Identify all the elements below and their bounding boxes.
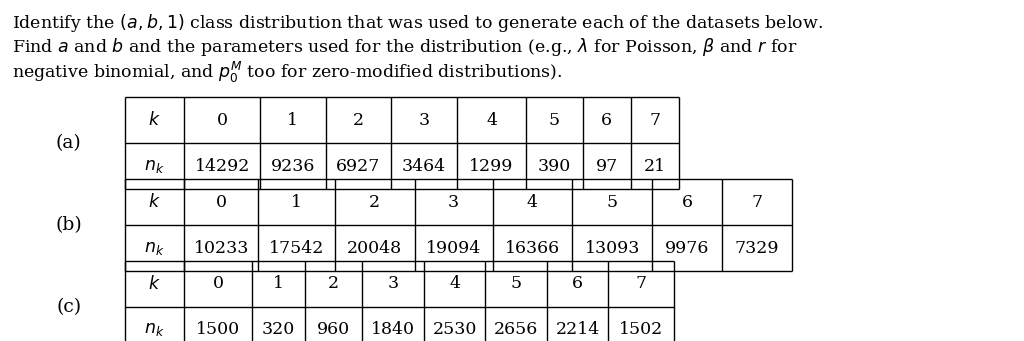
Text: 1500: 1500 <box>196 322 241 338</box>
Text: 390: 390 <box>538 158 571 175</box>
Text: $k$: $k$ <box>148 111 161 129</box>
Text: 2: 2 <box>353 112 364 129</box>
Text: 97: 97 <box>596 158 617 175</box>
Text: 6: 6 <box>572 276 583 292</box>
Text: Find $a$ and $b$ and the parameters used for the distribution (e.g., $\lambda$ f: Find $a$ and $b$ and the parameters used… <box>12 36 798 58</box>
Text: 9976: 9976 <box>665 240 710 256</box>
Text: 20048: 20048 <box>347 240 402 256</box>
Text: 3: 3 <box>419 112 429 129</box>
Text: 2: 2 <box>370 194 380 210</box>
Text: 4: 4 <box>486 112 497 129</box>
Text: 1: 1 <box>273 276 284 292</box>
Text: 7: 7 <box>752 194 762 210</box>
Text: $n_k$: $n_k$ <box>144 240 165 256</box>
Text: 4: 4 <box>527 194 538 210</box>
Text: 4: 4 <box>450 276 460 292</box>
Text: 9236: 9236 <box>270 158 315 175</box>
Text: $n_k$: $n_k$ <box>144 158 165 175</box>
Text: 10233: 10233 <box>194 240 249 256</box>
Text: 19094: 19094 <box>426 240 481 256</box>
Text: 320: 320 <box>262 322 295 338</box>
Text: (c): (c) <box>56 298 81 316</box>
Text: 5: 5 <box>511 276 521 292</box>
Text: $k$: $k$ <box>148 193 161 211</box>
Text: 2: 2 <box>329 276 339 292</box>
Text: 2530: 2530 <box>432 322 477 338</box>
Text: (b): (b) <box>55 216 82 234</box>
Text: 5: 5 <box>549 112 560 129</box>
Text: 7: 7 <box>636 276 646 292</box>
Text: 14292: 14292 <box>195 158 250 175</box>
Text: 0: 0 <box>217 112 227 129</box>
Text: 21: 21 <box>644 158 666 175</box>
Text: (a): (a) <box>55 134 82 152</box>
Text: 13093: 13093 <box>585 240 640 256</box>
Text: 1: 1 <box>288 112 298 129</box>
Text: 17542: 17542 <box>268 240 325 256</box>
Text: 1502: 1502 <box>618 322 664 338</box>
Text: 6: 6 <box>682 194 692 210</box>
Text: Identify the $(a, b, 1)$ class distribution that was used to generate each of th: Identify the $(a, b, 1)$ class distribut… <box>12 12 823 34</box>
Text: 2656: 2656 <box>494 322 539 338</box>
Text: 16366: 16366 <box>505 240 560 256</box>
Text: 3464: 3464 <box>401 158 446 175</box>
Text: 6927: 6927 <box>336 158 381 175</box>
Text: 3: 3 <box>388 276 398 292</box>
Text: 1299: 1299 <box>469 158 514 175</box>
Text: 2214: 2214 <box>555 322 600 338</box>
Text: 0: 0 <box>213 276 223 292</box>
Text: 3: 3 <box>449 194 459 210</box>
Text: 1840: 1840 <box>372 322 415 338</box>
Text: 960: 960 <box>317 322 350 338</box>
Text: 1: 1 <box>291 194 302 210</box>
Text: 0: 0 <box>216 194 226 210</box>
Text: 5: 5 <box>607 194 617 210</box>
Text: 7: 7 <box>649 112 660 129</box>
Text: 7329: 7329 <box>734 240 779 256</box>
Text: $k$: $k$ <box>148 275 161 293</box>
Text: negative binomial, and $p_0^M$ too for zero-modified distributions).: negative binomial, and $p_0^M$ too for z… <box>12 60 562 85</box>
Text: 6: 6 <box>601 112 612 129</box>
Text: $n_k$: $n_k$ <box>144 322 165 338</box>
